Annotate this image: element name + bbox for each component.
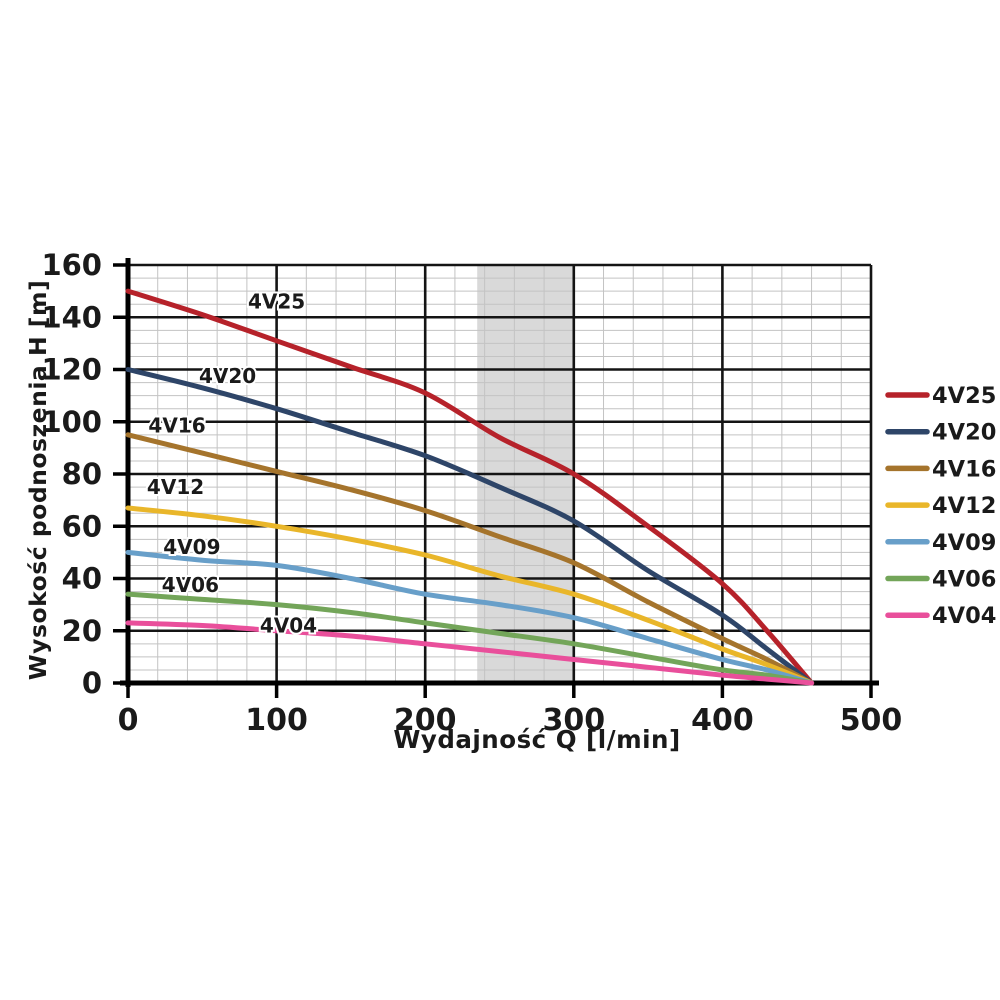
curve-4V16: [125, 432, 815, 686]
y-tick-label: 20: [62, 614, 102, 648]
tick-marks: [113, 263, 873, 698]
legend-label-4V12: 4V12: [932, 493, 996, 519]
x-tick-label: 100: [245, 703, 308, 738]
legend-label-4V04: 4V04: [932, 603, 996, 629]
curve-4V20: [125, 367, 815, 686]
curve-label-4V04: 4V04: [260, 614, 317, 638]
x-tick-label: 500: [840, 703, 903, 738]
legend-item-4V16: 4V16: [885, 456, 996, 482]
y-tick-label: 100: [41, 405, 102, 439]
legend-item-4V12: 4V12: [885, 493, 996, 519]
curve-label-4V12: 4V12: [147, 475, 204, 499]
curve-4V25: [125, 288, 815, 686]
curve-labels: 4V25 4V20 4V16 4V12 4V09 4V06 4V04: [145, 288, 319, 640]
y-tick-label: 80: [62, 457, 102, 491]
legend-item-4V06: 4V06: [885, 567, 996, 593]
y-tick-label: 40: [62, 562, 102, 596]
y-tick-label: 0: [82, 666, 102, 700]
curve-label-4V06: 4V06: [162, 573, 219, 597]
x-tick-label: 300: [542, 703, 605, 738]
legend: 4V25 4V20 4V16 4V12 4V09 4V06 4V04: [885, 383, 996, 629]
legend-label-4V06: 4V06: [932, 567, 996, 593]
legend-label-4V20: 4V20: [932, 420, 996, 446]
curve-4V09: [125, 549, 815, 686]
x-tick-label: 400: [691, 703, 754, 738]
curve-label-4V16: 4V16: [148, 414, 205, 438]
curve-label-4V20: 4V20: [199, 364, 256, 388]
curve-label-4V25: 4V25: [248, 290, 305, 314]
curve-4V04: [125, 620, 815, 686]
legend-item-4V04: 4V04: [885, 603, 996, 629]
y-tick-label: 120: [41, 353, 102, 387]
legend-label-4V25: 4V25: [932, 383, 996, 409]
curve-4V12: [125, 505, 815, 686]
y-tick-label: 140: [41, 300, 102, 334]
x-tick-label: 0: [118, 703, 139, 738]
x-axis-title: Wydajność Q [l/min]: [393, 725, 680, 754]
y-axis-title: Wysokość podnoszenia H [m]: [24, 280, 52, 681]
y-tick-label: 60: [62, 509, 102, 543]
tick-labels: 0 20 40 60 80 100 120 140 160 0 100 200 300 400 500: [41, 248, 902, 738]
legend-item-4V09: 4V09: [885, 530, 996, 556]
y-tick-label: 160: [41, 248, 102, 282]
legend-item-4V25: 4V25: [885, 383, 996, 409]
legend-item-4V20: 4V20: [885, 420, 996, 446]
legend-label-4V16: 4V16: [932, 456, 996, 482]
pump-curves: [125, 288, 815, 686]
curve-4V06: [125, 591, 815, 686]
curve-label-4V09: 4V09: [163, 535, 220, 559]
legend-label-4V09: 4V09: [932, 530, 996, 556]
x-tick-label: 200: [394, 703, 457, 738]
